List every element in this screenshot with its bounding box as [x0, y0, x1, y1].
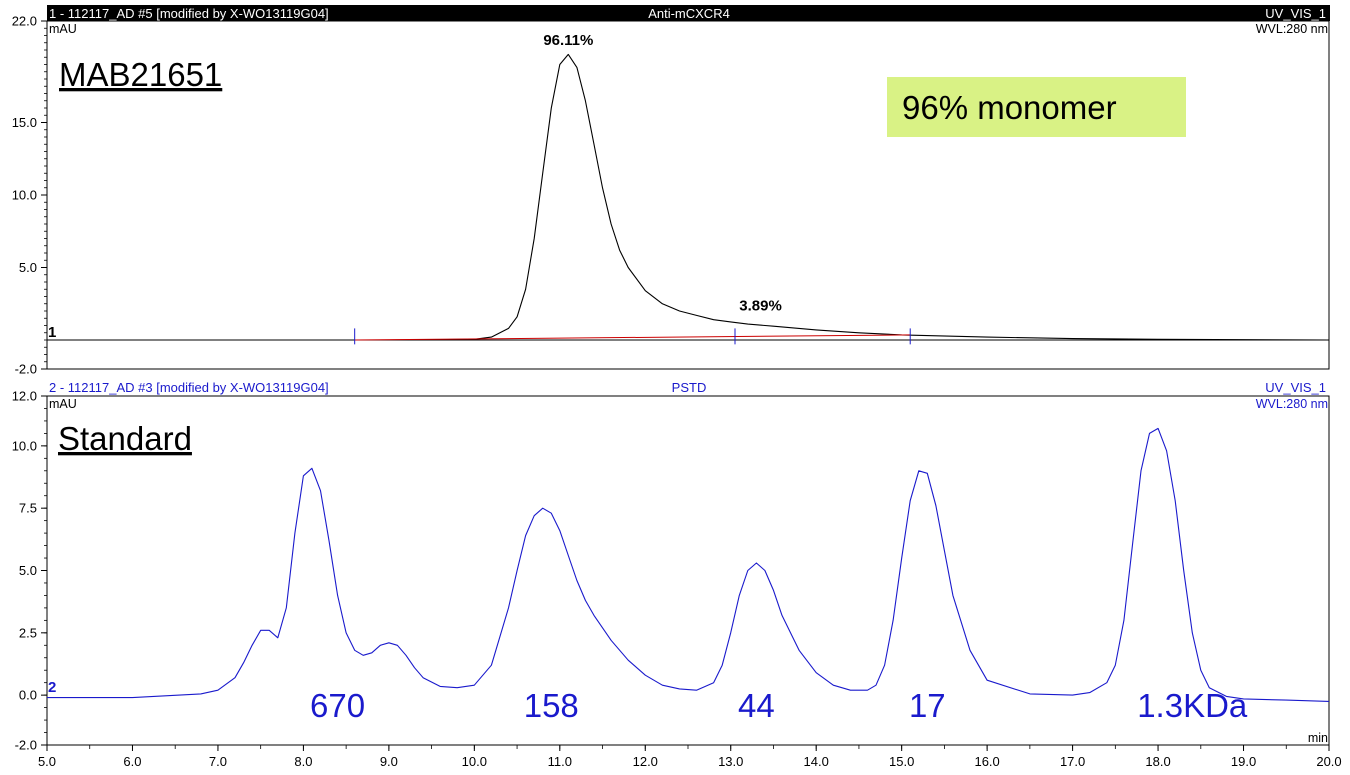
- panel-2-wavelength: WVL:280 nm: [1256, 397, 1328, 411]
- panel-1-wavelength: WVL:280 nm: [1256, 22, 1328, 36]
- panel-1-header-left: 1 - 112117_AD #5 [modified by X-WO13119G…: [49, 6, 329, 21]
- x-tick-label: 7.0: [209, 754, 227, 769]
- panel-1-ytick-label: 15.0: [12, 115, 37, 130]
- panel-2-y-axis: 12.0 10.0 7.5 5.0 2.5 0.0 -2.0: [12, 389, 47, 753]
- panel-2-sample-label: Standard: [58, 420, 192, 457]
- x-tick-label: 14.0: [804, 754, 829, 769]
- x-tick-label: 16.0: [974, 754, 999, 769]
- panel-1-ytick-label: 10.0: [12, 188, 37, 203]
- panel-1-plot-area: 96.11% 3.89%: [47, 32, 1330, 345]
- integration-baseline: [354, 334, 911, 341]
- x-tick-label: 15.0: [889, 754, 914, 769]
- x-tick-label: 9.0: [380, 754, 398, 769]
- x-tick-label: 17.0: [1060, 754, 1085, 769]
- panel-1-trace-number: 1: [48, 324, 56, 341]
- panel-2-header-right: UV_VIS_1: [1265, 380, 1326, 395]
- panel-2-plot-area: 670 158 44 17 1.3KDa: [47, 427, 1330, 724]
- x-axis: 5.0 6.0 7.0 8.0 9.0 10.0 11.0 12.0 13.0 14.0 15.0 1…: [38, 745, 1342, 769]
- panel-1-ytick-label: -2.0: [15, 362, 37, 377]
- x-tick-label: 8.0: [294, 754, 312, 769]
- panel-2-ytick-label: 5.0: [19, 563, 37, 578]
- panel-2-header-left: 2 - 112117_AD #3 [modified by X-WO13119G…: [49, 380, 329, 395]
- monomer-annotation-box: [887, 77, 1186, 137]
- panel-1-trace: [47, 53, 1330, 341]
- panel-2-trace-number: 2: [48, 679, 56, 696]
- panel-1: 1 - 112117_AD #5 [modified by X-WO13119G…: [12, 5, 1330, 377]
- panel-2-ytick-label: -2.0: [15, 738, 37, 753]
- molecular-weight-label: 1.3KDa: [1137, 687, 1248, 724]
- panel-1-ytick-label: 22.0: [12, 14, 37, 29]
- x-tick-label: 18.0: [1145, 754, 1170, 769]
- panel-2-ylabel: mAU: [49, 397, 77, 411]
- peak-percent-label: 3.89%: [739, 297, 782, 314]
- panel-1-header-center: Anti-mCXCR4: [648, 6, 730, 21]
- x-axis-unit-label: min: [1308, 731, 1328, 745]
- x-tick-label: 19.0: [1231, 754, 1256, 769]
- molecular-weight-label: 44: [738, 687, 775, 724]
- panel-1-header-bar: [47, 5, 1330, 21]
- panel-1-ylabel: mAU: [49, 22, 77, 36]
- panel-2-ytick-label: 12.0: [12, 389, 37, 404]
- x-tick-label: 6.0: [123, 754, 141, 769]
- x-tick-label: 13.0: [718, 754, 743, 769]
- molecular-weight-label: 17: [909, 687, 946, 724]
- panel-1-plot-frame: [46, 20, 1330, 370]
- x-tick-label: 11.0: [548, 754, 572, 769]
- panel-1-ytick-label: 5.0: [19, 260, 37, 275]
- panel-1-sample-label: MAB21651: [59, 56, 222, 93]
- x-tick-label: 10.0: [462, 754, 487, 769]
- panel-2-ytick-label: 7.5: [19, 501, 37, 516]
- panel-2-ytick-label: 2.5: [19, 625, 37, 640]
- x-tick-label: 5.0: [38, 754, 56, 769]
- panel-2-header-center: PSTD: [672, 380, 707, 395]
- x-tick-label: 12.0: [633, 754, 658, 769]
- panel-2: 2 - 112117_AD #3 [modified by X-WO13119G…: [12, 380, 1342, 769]
- panel-2-ytick-label: 0.0: [19, 688, 37, 703]
- x-tick-label: 20.0: [1316, 754, 1341, 769]
- molecular-weight-label: 670: [310, 687, 365, 724]
- panel-2-trace: [47, 427, 1330, 702]
- molecular-weight-label: 158: [524, 687, 579, 724]
- panel-1-header-right: UV_VIS_1: [1265, 6, 1326, 21]
- monomer-annotation-text: 96% monomer: [902, 89, 1117, 126]
- panel-1-y-axis: 22.0 15.0 10.0 5.0 -2.0: [12, 14, 47, 377]
- panel-2-ytick-label: 10.0: [12, 438, 37, 453]
- peak-percent-label: 96.11%: [543, 32, 593, 49]
